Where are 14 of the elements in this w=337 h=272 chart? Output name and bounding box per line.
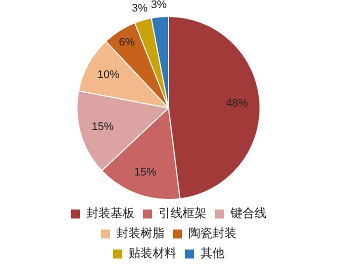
- legend-label: 陶瓷封装: [188, 226, 236, 240]
- data-label: 48%: [226, 98, 248, 110]
- data-label: 10%: [97, 68, 120, 81]
- legend-label: 引线框架: [158, 206, 206, 220]
- legend-label: 其他: [200, 246, 224, 260]
- legend-label: 贴装材料: [128, 246, 176, 260]
- data-label: 3%: [132, 2, 148, 15]
- data-label: 15%: [134, 166, 156, 179]
- data-label: 3%: [150, 0, 167, 12]
- data-label: 6%: [118, 36, 135, 48]
- legend-label: 键合线: [230, 206, 266, 220]
- legend-label: 封装基板: [86, 206, 134, 220]
- data-label: 15%: [92, 121, 114, 134]
- legend-label: 封装树脂: [116, 226, 164, 240]
